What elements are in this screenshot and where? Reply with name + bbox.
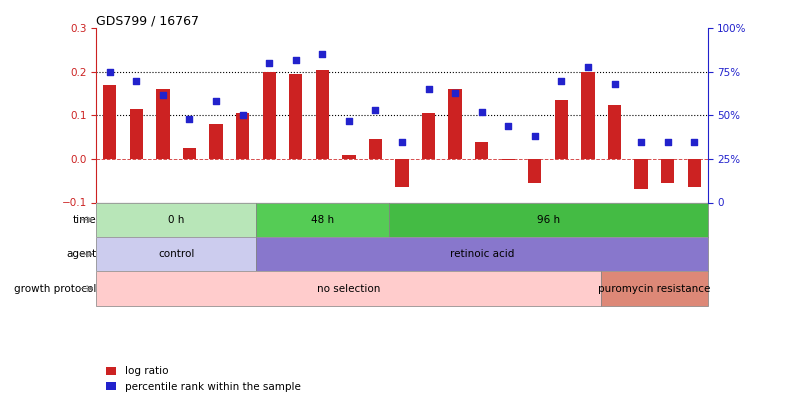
Text: puromycin resistance: puromycin resistance bbox=[597, 284, 710, 294]
Bar bbox=[388, 202, 707, 237]
Point bbox=[528, 133, 540, 140]
Bar bbox=[255, 237, 707, 271]
Bar bbox=[475, 141, 487, 159]
Bar bbox=[634, 159, 647, 190]
Point bbox=[448, 90, 461, 96]
Text: 96 h: 96 h bbox=[536, 215, 559, 225]
Point bbox=[130, 77, 143, 84]
Text: control: control bbox=[158, 249, 194, 259]
Bar bbox=[156, 89, 169, 159]
Bar bbox=[607, 104, 621, 159]
Point bbox=[157, 91, 169, 98]
Bar bbox=[448, 89, 461, 159]
Bar bbox=[96, 237, 255, 271]
Bar bbox=[581, 72, 594, 159]
Point bbox=[369, 107, 381, 113]
Bar bbox=[263, 72, 275, 159]
Bar bbox=[422, 113, 434, 159]
Text: retinoic acid: retinoic acid bbox=[449, 249, 513, 259]
Text: 0 h: 0 h bbox=[168, 215, 184, 225]
Bar bbox=[687, 159, 700, 187]
Bar bbox=[209, 124, 222, 159]
Bar bbox=[554, 100, 568, 159]
Point bbox=[607, 81, 620, 87]
Bar bbox=[660, 159, 674, 183]
Point bbox=[660, 139, 673, 145]
Point bbox=[687, 139, 699, 145]
Point bbox=[104, 68, 116, 75]
Bar bbox=[255, 202, 388, 237]
Bar bbox=[289, 74, 302, 159]
Bar bbox=[103, 85, 116, 159]
Text: agent: agent bbox=[67, 249, 96, 259]
Point bbox=[422, 86, 434, 93]
Point bbox=[289, 56, 302, 63]
Bar bbox=[501, 159, 514, 160]
Point bbox=[342, 117, 355, 124]
Point bbox=[395, 139, 408, 145]
Point bbox=[236, 112, 249, 119]
Bar bbox=[395, 159, 408, 187]
Bar bbox=[342, 155, 355, 159]
Bar bbox=[528, 159, 540, 183]
Text: no selection: no selection bbox=[317, 284, 380, 294]
Bar bbox=[235, 113, 249, 159]
Point bbox=[554, 77, 567, 84]
Legend: log ratio, percentile rank within the sample: log ratio, percentile rank within the sa… bbox=[101, 362, 304, 396]
Point bbox=[501, 123, 514, 129]
Text: 48 h: 48 h bbox=[310, 215, 333, 225]
Point bbox=[263, 60, 275, 66]
Bar bbox=[601, 271, 707, 306]
Bar bbox=[96, 271, 601, 306]
Point bbox=[634, 139, 646, 145]
Point bbox=[475, 109, 487, 115]
Bar bbox=[316, 70, 328, 159]
Text: growth protocol: growth protocol bbox=[14, 284, 96, 294]
Bar bbox=[182, 148, 196, 159]
Bar bbox=[369, 139, 381, 159]
Text: time: time bbox=[73, 215, 96, 225]
Point bbox=[581, 64, 593, 70]
Bar bbox=[129, 109, 143, 159]
Text: GDS799 / 16767: GDS799 / 16767 bbox=[96, 14, 199, 27]
Point bbox=[210, 98, 222, 105]
Point bbox=[183, 116, 196, 122]
Bar bbox=[96, 202, 255, 237]
Point bbox=[316, 51, 328, 58]
